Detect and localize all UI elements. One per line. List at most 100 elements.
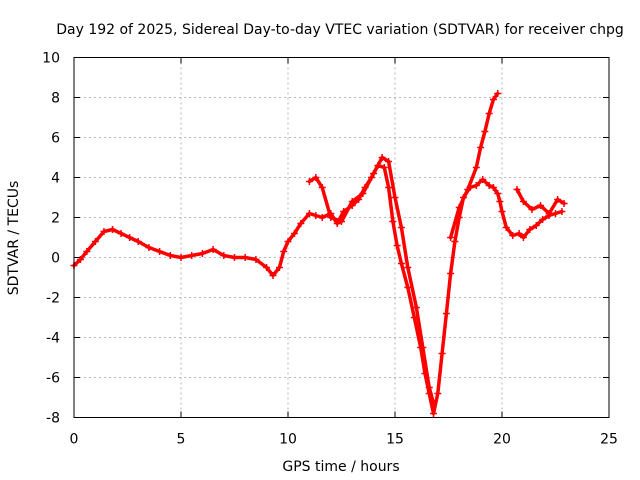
y-tick-label: 2 [51, 211, 60, 227]
data-point [380, 164, 388, 171]
data-point [312, 212, 320, 219]
data-point [389, 218, 397, 225]
y-tick-label: 4 [51, 171, 60, 187]
data-point [297, 220, 305, 227]
y-tick-label: 8 [51, 91, 60, 107]
data-point [209, 246, 217, 253]
data-point [126, 234, 134, 241]
data-point [509, 232, 517, 239]
data-point [378, 154, 386, 161]
data-point [305, 210, 313, 217]
data-point [430, 410, 438, 417]
series-line-sdtvar-steep [448, 91, 500, 240]
data-point [494, 190, 502, 197]
y-tick-label: 6 [51, 131, 60, 147]
data-point [241, 254, 249, 261]
x-tick-label: 10 [279, 432, 297, 448]
data-point [494, 90, 502, 97]
data-point [412, 304, 420, 311]
data-point [359, 190, 367, 197]
data-point [502, 224, 510, 231]
x-axis-label: GPS time / hours [282, 459, 399, 475]
y-tick-label: -4 [46, 331, 60, 347]
series-line-sdtvar [72, 163, 564, 416]
data-point [269, 272, 277, 279]
data-point [220, 252, 228, 259]
data-point [545, 210, 553, 217]
data-point [404, 264, 412, 271]
data-point [188, 252, 196, 259]
data-point [537, 202, 545, 209]
data-point [552, 210, 559, 217]
data-point [385, 158, 393, 165]
data-point [498, 208, 506, 215]
data-point [312, 174, 320, 181]
data-point [263, 264, 271, 271]
data-point [134, 238, 142, 245]
data-point [519, 234, 527, 241]
data-point [100, 228, 108, 235]
data-point [290, 230, 298, 237]
data-point [166, 252, 174, 259]
data-point [485, 182, 493, 189]
data-point [539, 216, 547, 223]
data-point [554, 196, 562, 203]
data-point [425, 384, 433, 391]
data-point [472, 164, 480, 171]
data-point [477, 144, 485, 151]
grid [74, 57, 609, 418]
y-tick-label: 10 [42, 51, 60, 67]
data-point [451, 238, 459, 245]
x-tick-label: 15 [386, 432, 404, 448]
data-point [305, 178, 313, 185]
data-point [558, 208, 566, 215]
data-point [404, 284, 412, 291]
data-point [472, 182, 480, 189]
data-point [515, 230, 523, 237]
data-point [397, 260, 405, 267]
data-point [496, 198, 504, 205]
ticks: 0 5 10 15 20 25 -8 -6 -4 -2 0 2 4 6 8 10 [42, 51, 618, 448]
y-tick-label: -2 [46, 291, 60, 307]
plot-frame [73, 57, 610, 418]
data-point [485, 110, 493, 117]
series-layer [70, 90, 568, 417]
data-point [338, 218, 345, 225]
data-point [156, 248, 164, 255]
data-point [532, 222, 540, 229]
data-point [513, 186, 521, 193]
data-point [479, 176, 487, 183]
data-point [145, 244, 153, 251]
data-point [117, 230, 125, 237]
data-point [464, 186, 472, 193]
data-point [419, 344, 427, 351]
data-point [385, 184, 393, 191]
data-point [275, 264, 283, 271]
data-point [318, 214, 326, 221]
data-point [177, 254, 185, 261]
x-tick-label: 20 [493, 432, 511, 448]
series-line-sdtvar-upper [307, 155, 436, 406]
data-point [455, 204, 463, 211]
data-point [284, 238, 292, 245]
data-point [91, 238, 99, 245]
data-point [430, 400, 438, 407]
data-point [231, 254, 238, 261]
data-point [519, 198, 527, 205]
x-tick-label: 0 [70, 432, 79, 448]
data-point [526, 226, 534, 233]
data-point [391, 194, 399, 201]
data-point [280, 248, 288, 255]
x-tick-label: 5 [177, 432, 186, 448]
data-point [447, 270, 455, 277]
data-point [370, 170, 378, 177]
data-point [397, 224, 405, 231]
data-point [489, 96, 497, 103]
data-point [318, 184, 326, 191]
data-point [442, 310, 450, 317]
x-tick-label: 25 [600, 432, 618, 448]
y-tick-label: 0 [51, 251, 60, 267]
y-axis-label: SDTVAR / TECUs [6, 181, 22, 296]
data-point [393, 242, 401, 249]
